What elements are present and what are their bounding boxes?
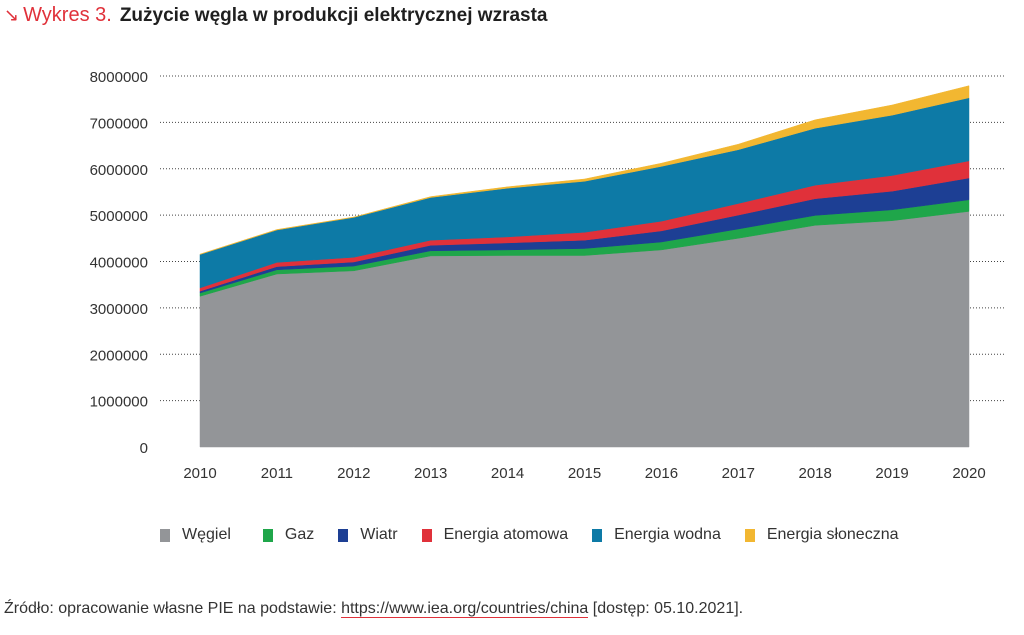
legend-label: Węgiel bbox=[182, 526, 231, 543]
y-tick-label: 5000000 bbox=[90, 208, 148, 225]
source-link[interactable]: https://www.iea.org/countries/china bbox=[341, 600, 589, 618]
legend-label: Energia atomowa bbox=[443, 526, 569, 543]
legend-swatch bbox=[744, 528, 755, 542]
y-tick-label: 7000000 bbox=[90, 115, 148, 132]
y-tick-label: 6000000 bbox=[90, 162, 148, 179]
chart-legend: Węgiel Gaz Wiatr Energia atomowa Energia wod… bbox=[160, 526, 922, 544]
legend-label: Energia słoneczna bbox=[766, 526, 899, 543]
y-tick-label: 4000000 bbox=[90, 255, 148, 272]
legend-item: Gaz bbox=[262, 526, 315, 544]
x-tick-label: 2018 bbox=[799, 465, 832, 482]
legend-swatch bbox=[262, 528, 273, 542]
y-tick-label: 1000000 bbox=[90, 394, 148, 411]
x-tick-label: 2013 bbox=[414, 465, 447, 482]
x-tick-label: 2019 bbox=[875, 465, 908, 482]
legend-item: Energia atomowa bbox=[421, 526, 569, 544]
source-note: Źródło: opracowanie własne PIE na podsta… bbox=[4, 600, 743, 618]
x-tick-label: 2010 bbox=[183, 465, 216, 482]
arrow-down-right-icon: ↘ bbox=[4, 5, 20, 25]
chart-title: Zużycie węgla w produkcji elektrycznej w… bbox=[119, 5, 548, 26]
chart-number-label: Wykres 3. bbox=[23, 4, 112, 26]
x-tick-label: 2012 bbox=[337, 465, 370, 482]
legend-swatch bbox=[592, 528, 603, 542]
legend-item: Węgiel bbox=[160, 526, 231, 544]
x-tick-label: 2017 bbox=[722, 465, 755, 482]
x-tick-label: 2014 bbox=[491, 465, 524, 482]
legend-label: Gaz bbox=[284, 526, 315, 543]
legend-swatch bbox=[160, 528, 170, 542]
legend-item: Energia słoneczna bbox=[744, 526, 899, 544]
area-series-5 bbox=[199, 85, 970, 255]
y-tick-label: 3000000 bbox=[90, 301, 148, 318]
source-suffix: [dostęp: 05.10.2021]. bbox=[588, 600, 744, 617]
y-tick-label: 0 bbox=[140, 440, 148, 457]
legend-item: Energia wodna bbox=[592, 526, 721, 544]
y-tick-label: 2000000 bbox=[90, 347, 148, 364]
y-tick-label: 8000000 bbox=[90, 69, 148, 86]
source-prefix: Źródło: opracowanie własne PIE na podsta… bbox=[4, 600, 342, 617]
x-tick-label: 2015 bbox=[568, 465, 601, 482]
x-tick-label: 2011 bbox=[261, 465, 293, 482]
chart-header: ↘ Wykres 3. Zużycie węgla w produkcji elek… bbox=[4, 4, 548, 27]
legend-item: Wiatr bbox=[338, 526, 398, 544]
legend-swatch bbox=[421, 528, 432, 542]
legend-swatch bbox=[338, 528, 349, 542]
x-tick-label: 2020 bbox=[952, 465, 985, 482]
legend-label: Energia wodna bbox=[614, 526, 721, 543]
x-tick-label: 2016 bbox=[645, 465, 678, 482]
legend-label: Wiatr bbox=[360, 526, 398, 543]
chart-canvas: 0 1000000 2000000 3000000 4000000 5000000 6000… bbox=[90, 69, 1005, 482]
